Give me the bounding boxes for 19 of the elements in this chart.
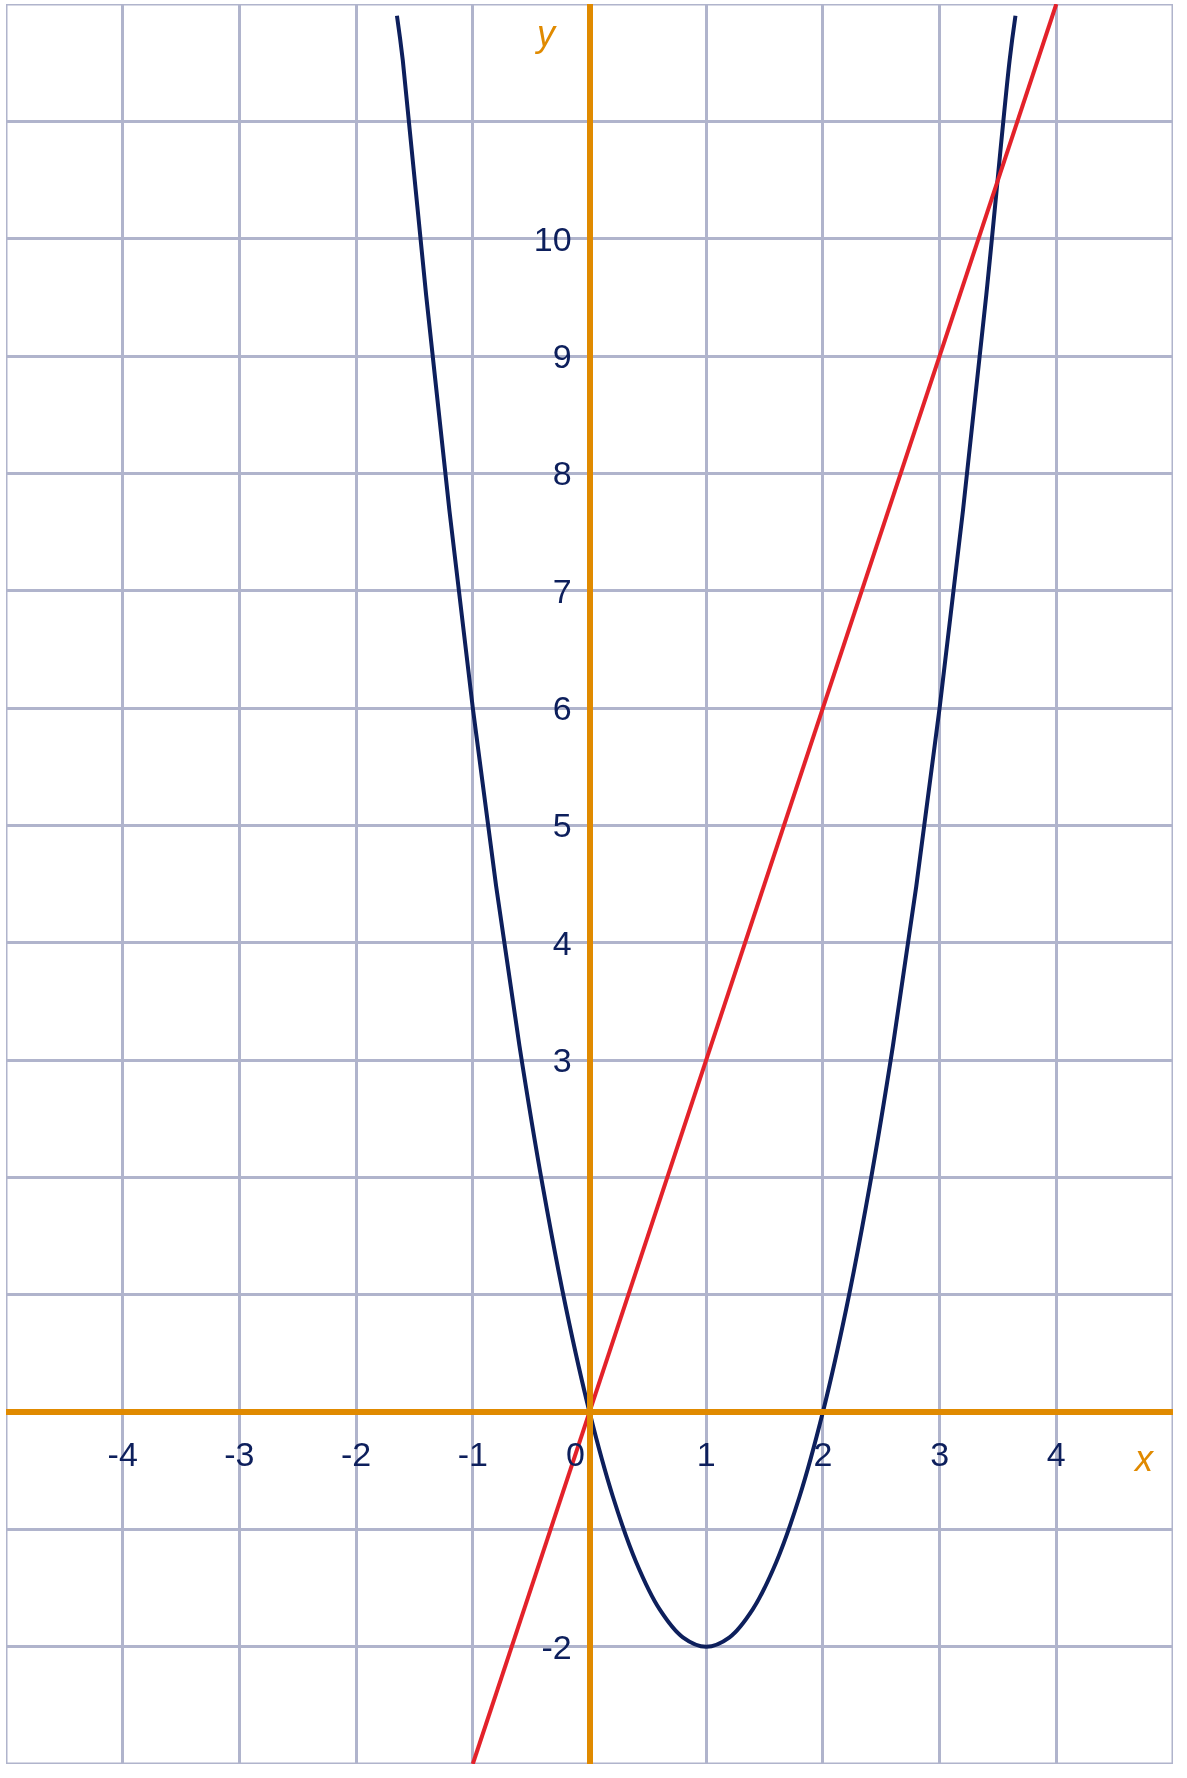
x-tick-label: -1 [457,1434,488,1473]
y-tick-label: 8 [552,454,572,493]
y-tick-label: -2 [541,1627,572,1666]
y-tick-label: 6 [552,688,572,727]
x-tick-label: 1 [696,1434,716,1473]
x-tick-label: 3 [930,1434,950,1473]
y-tick-label: 4 [552,923,572,962]
x-tick-label: 4 [1046,1434,1066,1473]
x-axis-title: x [1133,1438,1155,1479]
x-tick-label: -4 [107,1434,138,1473]
y-tick-label: 10 [533,219,572,258]
y-tick-label: 5 [552,806,572,845]
y-tick-label: 9 [552,336,572,375]
y-tick-label: 7 [552,571,572,610]
y-tick-label: 3 [552,1040,572,1079]
x-tick-label: -2 [340,1434,372,1473]
x-tick-label: -3 [224,1434,255,1473]
x-tick-label: 2 [813,1434,833,1473]
y-axis-title: y [534,13,557,54]
